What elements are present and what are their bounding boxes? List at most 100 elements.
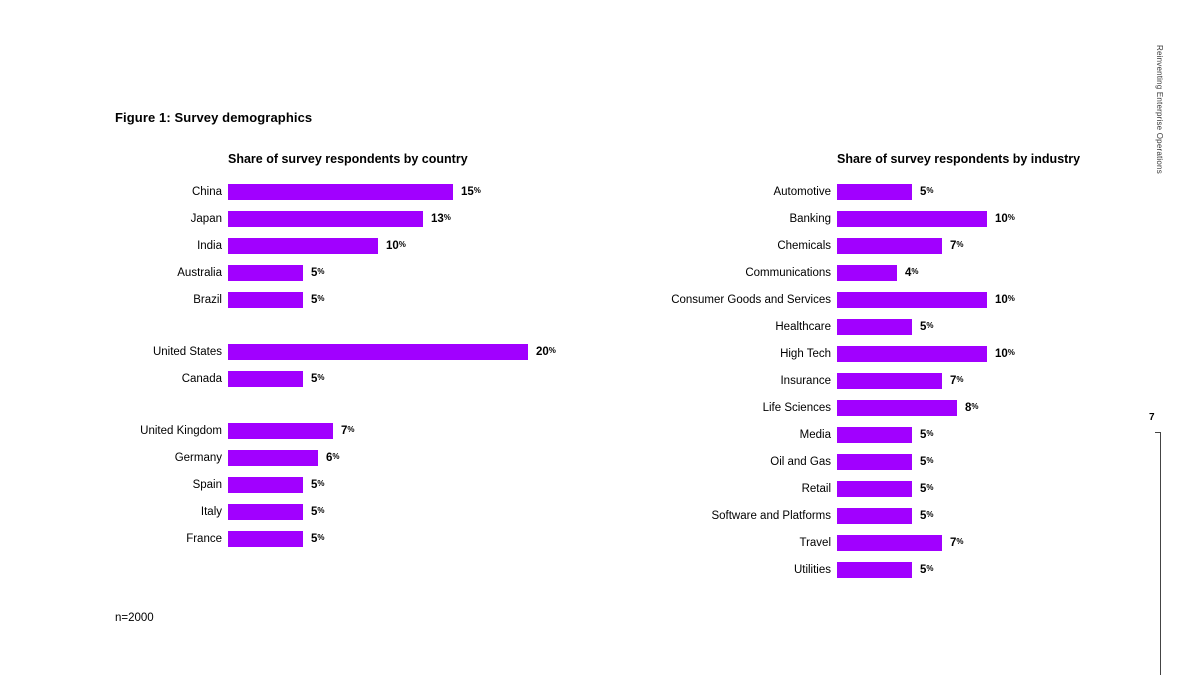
value-label: 4%	[905, 267, 919, 279]
bar-row: Canada 5%	[115, 371, 556, 387]
percent-sign: %	[956, 537, 964, 546]
bar	[837, 238, 942, 254]
value-label: 20%	[536, 346, 556, 358]
category-label: Spain	[192, 479, 222, 491]
value-label: 5%	[311, 267, 325, 279]
category-label: Travel	[799, 537, 831, 549]
value-label: 5%	[311, 294, 325, 306]
bar	[837, 292, 987, 308]
bar	[228, 477, 303, 493]
country-chart-rows: China 15% Japan 13% India 10% Australia 5% Brazi…	[115, 184, 556, 547]
category-label: Chemicals	[777, 240, 831, 252]
value-label: 7%	[950, 375, 964, 387]
report-title-vertical: Reinventing Enterprise Operations	[1155, 45, 1164, 174]
country-chart-title: Share of survey respondents by country	[228, 152, 468, 166]
bar	[837, 373, 942, 389]
bar	[228, 450, 318, 466]
bar	[228, 211, 423, 227]
page-number: 7	[1149, 412, 1155, 423]
value-label: 10%	[995, 294, 1015, 306]
percent-sign: %	[317, 506, 325, 515]
percent-sign: %	[911, 267, 919, 276]
bar-row: Communications 4%	[659, 265, 1080, 281]
category-label: Software and Platforms	[711, 510, 831, 522]
percent-sign: %	[971, 402, 979, 411]
bar-row: Travel 7%	[659, 535, 1080, 551]
bar-row: Australia 5%	[115, 265, 556, 281]
value-label: 7%	[341, 425, 355, 437]
category-label: Canada	[181, 373, 222, 385]
bar	[228, 371, 303, 387]
percent-sign: %	[317, 267, 325, 276]
category-label: Life Sciences	[762, 402, 831, 414]
value-label: 5%	[311, 533, 325, 545]
bar-row: Automotive 5%	[659, 184, 1080, 200]
value-label: 5%	[311, 506, 325, 518]
bar	[228, 504, 303, 520]
bar-group: United States 20% Canada 5%	[115, 344, 556, 387]
category-label: Utilities	[793, 564, 831, 576]
value-label: 5%	[920, 321, 934, 333]
value-label: 15%	[461, 186, 481, 198]
bar-row: Life Sciences 8%	[659, 400, 1080, 416]
sample-size-note: n=2000	[115, 612, 154, 624]
bar-row: Japan 13%	[115, 211, 556, 227]
bar-group: Automotive 5% Banking 10% Chemicals 7% Communi…	[659, 184, 1080, 578]
bar	[228, 423, 333, 439]
value-label: 5%	[311, 479, 325, 491]
bar-row: Brazil 5%	[115, 292, 556, 308]
bar	[837, 211, 987, 227]
bar	[837, 427, 912, 443]
bar-group: United Kingdom 7% Germany 6% Spain 5% Italy 5% F…	[115, 423, 556, 547]
value-label: 10%	[386, 240, 406, 252]
bar	[837, 400, 957, 416]
value-label: 5%	[920, 510, 934, 522]
industry-chart-rows: Automotive 5% Banking 10% Chemicals 7% Communi…	[659, 184, 1080, 578]
percent-sign: %	[926, 186, 934, 195]
bar	[837, 319, 912, 335]
industry-chart-title: Share of survey respondents by industry	[837, 152, 1081, 166]
category-label: Communications	[745, 267, 831, 279]
bar-row: Italy 5%	[115, 504, 556, 520]
bar	[837, 346, 987, 362]
category-label: Brazil	[193, 294, 222, 306]
bar	[837, 562, 912, 578]
percent-sign: %	[473, 186, 481, 195]
bar-group: China 15% Japan 13% India 10% Australia 5% Brazi…	[115, 184, 556, 308]
category-label: United States	[152, 346, 222, 358]
bar-row: Retail 5%	[659, 481, 1080, 497]
category-label: Healthcare	[775, 321, 831, 333]
bar-row: Healthcare 5%	[659, 319, 1080, 335]
bar-row: United Kingdom 7%	[115, 423, 556, 439]
bar-row: India 10%	[115, 238, 556, 254]
percent-sign: %	[1007, 348, 1015, 357]
category-label: Australia	[177, 267, 222, 279]
bar-row: Banking 10%	[659, 211, 1080, 227]
bar	[228, 238, 378, 254]
category-label: Germany	[174, 452, 222, 464]
percent-sign: %	[398, 240, 406, 249]
percent-sign: %	[332, 452, 340, 461]
value-label: 5%	[920, 429, 934, 441]
bar	[228, 292, 303, 308]
value-label: 7%	[950, 537, 964, 549]
percent-sign: %	[956, 375, 964, 384]
bar-row: Chemicals 7%	[659, 238, 1080, 254]
category-label: India	[197, 240, 222, 252]
bar	[228, 531, 303, 547]
bar	[837, 535, 942, 551]
percent-sign: %	[926, 483, 934, 492]
bar	[228, 344, 528, 360]
bar-row: Consumer Goods and Services 10%	[659, 292, 1080, 308]
category-label: Retail	[801, 483, 831, 495]
value-label: 5%	[920, 186, 934, 198]
category-label: Banking	[789, 213, 831, 225]
category-label: Italy	[200, 506, 222, 518]
figure-title: Figure 1: Survey demographics	[115, 110, 313, 125]
category-label: Automotive	[773, 186, 831, 198]
category-label: France	[186, 533, 222, 545]
percent-sign: %	[1007, 294, 1015, 303]
percent-sign: %	[548, 346, 556, 355]
bar-row: Spain 5%	[115, 477, 556, 493]
bar-row: Software and Platforms 5%	[659, 508, 1080, 524]
